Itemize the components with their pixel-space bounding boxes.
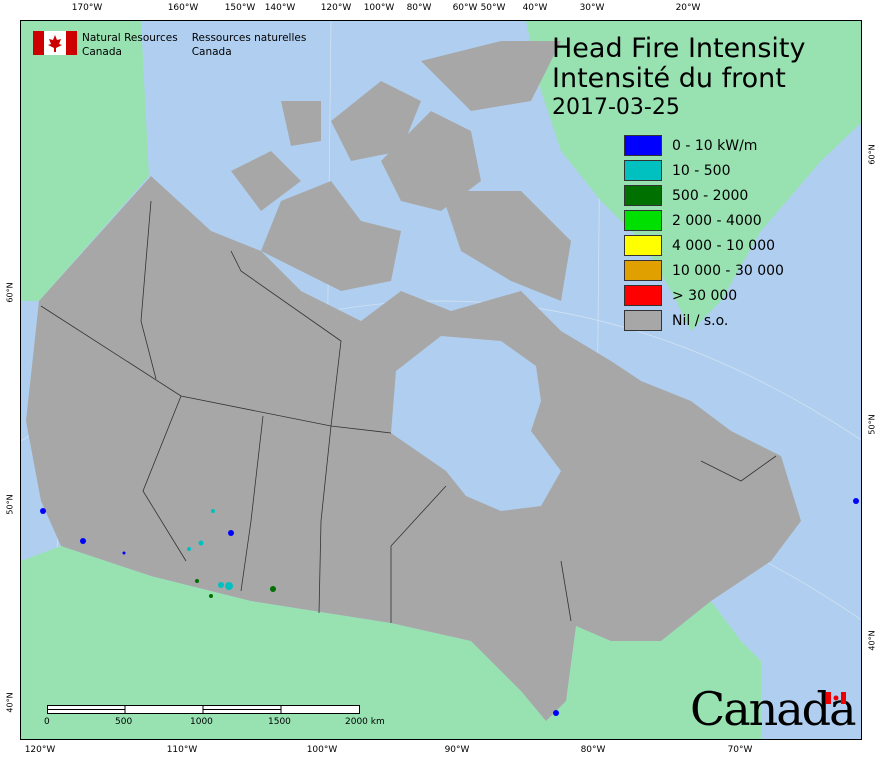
legend-item: Nil / s.o. (624, 308, 784, 333)
legend-label: 500 - 2000 (672, 187, 749, 204)
right-tick: 50°N (867, 414, 877, 435)
agency-fr: Canada (191, 46, 232, 58)
left-tick: 60°N (5, 282, 15, 303)
top-tick: 40°W (522, 3, 548, 13)
legend-swatch (624, 160, 662, 181)
top-tick: 100°W (363, 3, 395, 13)
wordmark-flag-icon (826, 692, 846, 704)
top-tick: 160°W (167, 3, 199, 13)
left-tick: 40°N (5, 692, 15, 713)
map-canvas (21, 21, 861, 739)
bottom-tick: 100°W (306, 745, 338, 755)
legend-item: 2 000 - 4000 (624, 208, 784, 233)
scale-label: 500 (115, 717, 133, 727)
usa (21, 546, 761, 739)
top-tick: 80°W (406, 3, 432, 13)
right-tick: 40°N (867, 630, 877, 651)
top-tick: 150°W (224, 3, 256, 13)
bottom-tick: 110°W (166, 745, 198, 755)
title-fr: Intensité du front (552, 63, 786, 94)
fire-hotspots (40, 498, 859, 716)
legend-swatch (624, 310, 662, 331)
hudson-bay (391, 336, 561, 511)
agency-en: Natural Resources (82, 32, 178, 44)
legend-label: 10 - 500 (672, 162, 731, 179)
top-tick: 140°W (264, 3, 296, 13)
legend-swatch (624, 260, 662, 281)
top-tick: 30°W (579, 3, 605, 13)
legend-item: 10 000 - 30 000 (624, 258, 784, 283)
scale-bar: 0 500 1000 1500 2000 km (44, 705, 385, 739)
legend-swatch (624, 185, 662, 206)
top-tick: 50°W (480, 3, 506, 13)
legend: 0 - 10 kW/m 10 - 500 500 - 2000 2 000 - 400… (624, 133, 784, 333)
greenland (526, 21, 861, 331)
map-title: Head Fire Intensity Intensité du front (552, 34, 805, 94)
legend-label: 0 - 10 kW/m (672, 137, 758, 154)
bottom-tick: 90°W (444, 745, 470, 755)
legend-label: Nil / s.o. (672, 312, 729, 329)
legend-label: 4 000 - 10 000 (672, 237, 776, 254)
top-tick: 20°W (675, 3, 701, 13)
legend-label: 2 000 - 4000 (672, 212, 762, 229)
legend-label: 10 000 - 30 000 (672, 262, 784, 279)
right-tick: 60°N (867, 144, 877, 165)
legend-item: 4 000 - 10 000 (624, 233, 784, 258)
left-tick: 50°N (5, 494, 15, 515)
legend-swatch (624, 285, 662, 306)
legend-item: 500 - 2000 (624, 183, 784, 208)
nrcan-signature: Natural Resources Canada Ressources natur… (33, 31, 320, 59)
legend-label: > 30 000 (672, 287, 738, 304)
title-en: Head Fire Intensity (552, 33, 806, 64)
legend-swatch (624, 210, 662, 231)
canada-wordmark: Canada (690, 682, 857, 736)
legend-item: 0 - 10 kW/m (624, 133, 784, 158)
agency-en: Canada (82, 46, 122, 58)
scale-bar-graphic (47, 705, 360, 714)
arctic-islands (231, 41, 571, 301)
legend-swatch (624, 235, 662, 256)
map-frame: Natural Resources Canada Ressources natur… (20, 20, 862, 740)
scale-label: 1500 (268, 717, 291, 727)
bottom-tick: 70°W (727, 745, 753, 755)
alaska (21, 21, 149, 301)
wordmark-text: Canada (690, 682, 857, 736)
scale-label: 1000 (190, 717, 213, 727)
map-date: 2017-03-25 (552, 95, 680, 120)
canada-flag-icon (33, 31, 77, 55)
legend-item: 10 - 500 (624, 158, 784, 183)
legend-item: > 30 000 (624, 283, 784, 308)
agency-fr: Ressources naturelles (191, 32, 307, 44)
bottom-tick: 80°W (580, 745, 606, 755)
scale-label: 2000 km (345, 717, 385, 727)
top-tick: 170°W (71, 3, 103, 13)
scale-label: 0 (44, 717, 50, 727)
top-tick: 60°W (452, 3, 478, 13)
province-borders (40, 200, 777, 623)
bottom-tick: 120°W (24, 745, 56, 755)
legend-swatch (624, 135, 662, 156)
top-tick: 120°W (320, 3, 352, 13)
